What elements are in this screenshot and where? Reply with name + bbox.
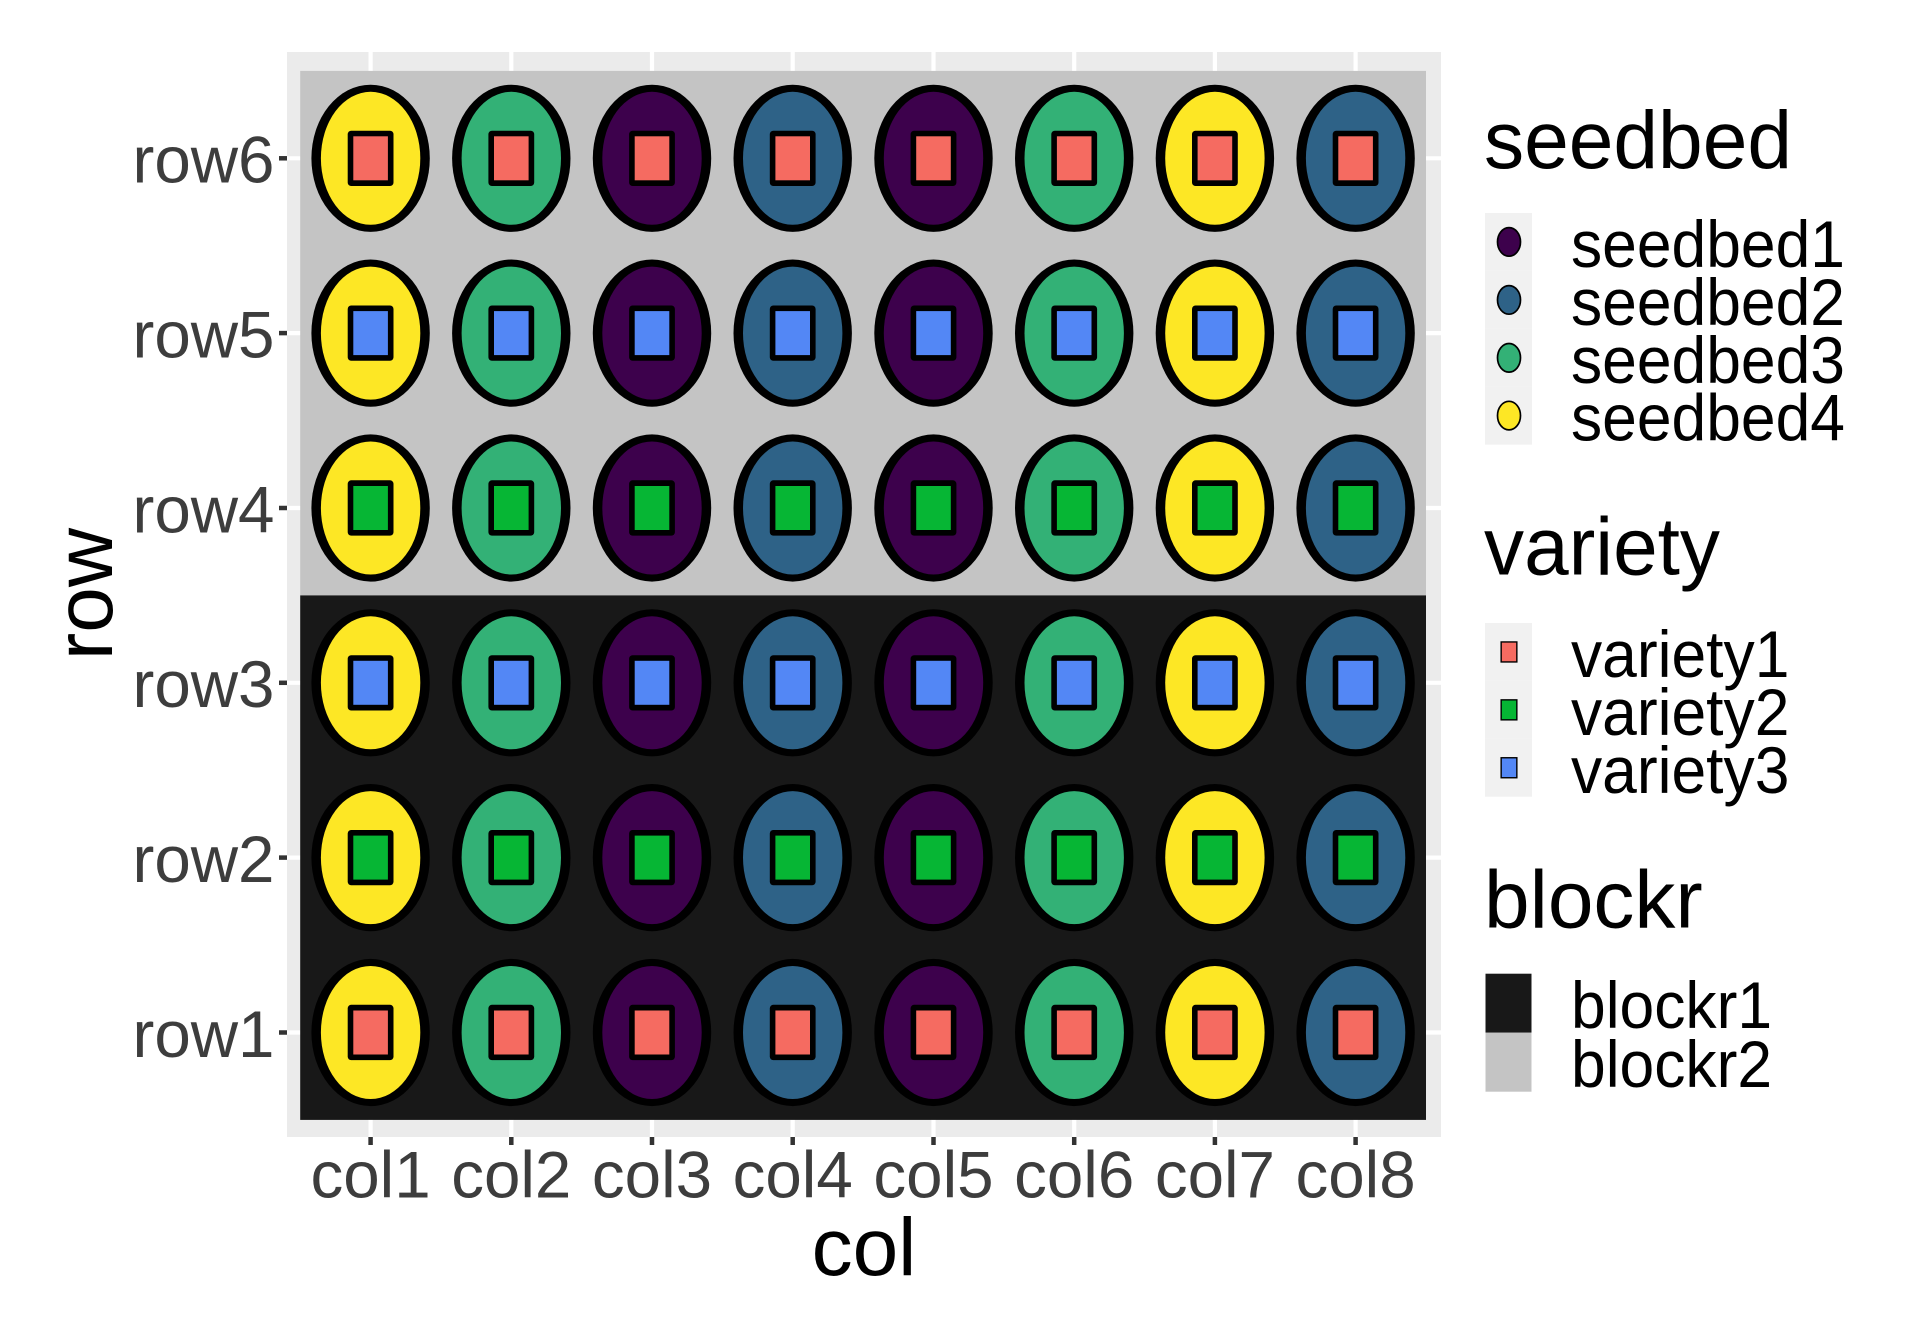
svg-text:row1: row1 — [133, 998, 275, 1071]
svg-text:col3: col3 — [592, 1139, 712, 1212]
svg-text:blockr2: blockr2 — [1571, 1027, 1772, 1101]
svg-text:variety2: variety2 — [1571, 675, 1789, 749]
svg-text:col: col — [812, 1202, 917, 1293]
svg-text:seedbed2: seedbed2 — [1571, 265, 1845, 339]
svg-text:col7: col7 — [1155, 1139, 1275, 1212]
svg-text:col5: col5 — [873, 1139, 993, 1212]
svg-text:row3: row3 — [133, 648, 275, 721]
svg-text:row5: row5 — [133, 298, 275, 371]
svg-text:row4: row4 — [133, 473, 275, 546]
svg-text:seedbed1: seedbed1 — [1571, 207, 1845, 281]
svg-text:variety: variety — [1484, 502, 1720, 593]
svg-text:row6: row6 — [133, 124, 275, 197]
svg-text:row: row — [39, 527, 130, 660]
svg-text:col1: col1 — [311, 1139, 431, 1212]
svg-text:blockr: blockr — [1484, 855, 1703, 946]
svg-text:col6: col6 — [1014, 1139, 1134, 1212]
svg-text:variety1: variety1 — [1571, 617, 1789, 691]
svg-text:row2: row2 — [133, 823, 275, 896]
svg-text:variety3: variety3 — [1571, 733, 1789, 807]
svg-text:col2: col2 — [451, 1139, 571, 1212]
svg-text:seedbed3: seedbed3 — [1571, 323, 1845, 397]
svg-text:col8: col8 — [1296, 1139, 1416, 1212]
svg-text:seedbed4: seedbed4 — [1571, 381, 1845, 455]
svg-text:seedbed: seedbed — [1484, 95, 1792, 186]
svg-text:col4: col4 — [733, 1139, 853, 1212]
svg-text:blockr1: blockr1 — [1571, 968, 1772, 1042]
